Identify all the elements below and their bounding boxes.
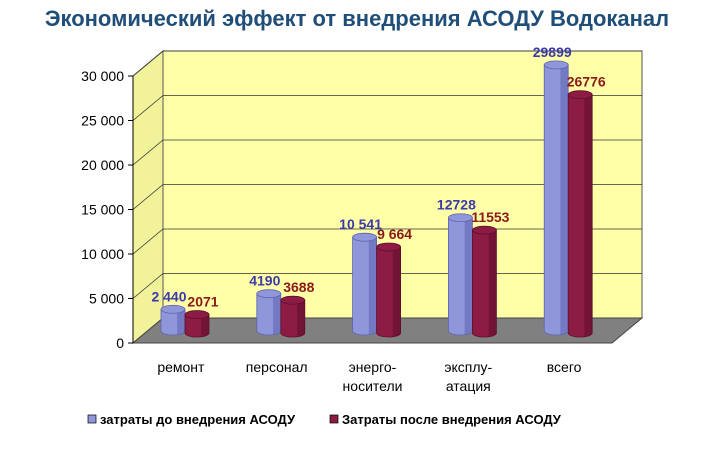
gridline-side: [132, 273, 164, 299]
bar-shade: [488, 230, 497, 337]
x-tick-label: атация: [446, 378, 491, 394]
bar-shade: [297, 300, 305, 337]
bar-before: [352, 232, 378, 336]
data-label: 11553: [471, 209, 509, 225]
chart-title: Экономический эффект от внедрения АСОДУ …: [44, 6, 670, 31]
legend-swatch-1: [87, 414, 97, 424]
y-tick-label: 5 000: [89, 291, 124, 307]
bar-top: [280, 295, 306, 305]
legend-label-2: Затраты после внедрения АСОДУ: [342, 412, 562, 427]
bar-shade: [584, 94, 593, 337]
y-tick-label: 0: [116, 335, 124, 351]
bar-top: [376, 242, 402, 252]
bar-shade: [368, 237, 377, 335]
bar-before: [160, 304, 186, 336]
x-tick-label: энерго-: [349, 359, 397, 375]
data-label: 9 664: [377, 226, 412, 242]
gridline-side: [132, 50, 164, 77]
bar-top: [567, 90, 593, 100]
gridline-side: [132, 139, 164, 166]
bar-after: [376, 242, 402, 338]
data-label: 2071: [187, 294, 218, 310]
x-tick-label: всего: [547, 359, 582, 375]
y-tick-label: 25 000: [81, 113, 124, 129]
bar-shade: [273, 293, 281, 335]
legend: затраты до внедрения АСОДУ Затраты после …: [87, 412, 562, 427]
data-label: 3688: [283, 279, 314, 295]
y-tick-label: 10 000: [81, 246, 124, 262]
x-tick-label: персонал: [246, 359, 308, 375]
legend-label-1: затраты до внедрения АСОДУ: [100, 412, 296, 427]
data-label: 12728: [437, 197, 476, 213]
bar-top: [256, 289, 282, 299]
bar-after: [567, 90, 593, 338]
bar-top: [471, 225, 497, 235]
x-tick-label: носители: [343, 378, 403, 394]
y-tick-label: 30 000: [81, 68, 124, 84]
bar-top: [352, 232, 378, 242]
bar-shade: [392, 246, 401, 337]
bar-after: [280, 295, 306, 338]
bar-after: [471, 225, 497, 338]
x-tick-label: ремонт: [157, 359, 205, 375]
y-axis: 0 5 000 10 000 15 000 20 000 25 000 30 000: [81, 68, 134, 351]
bar-shade: [177, 309, 185, 335]
gridline-side: [132, 95, 164, 121]
gridline-side: [132, 228, 164, 255]
data-label: 4190: [249, 273, 280, 289]
y-tick-label: 20 000: [81, 157, 124, 173]
bar-before: [256, 289, 282, 336]
bar-top: [184, 310, 210, 319]
bar-top: [543, 60, 569, 70]
y-tick-label: 15 000: [81, 202, 124, 218]
data-label: 26776: [567, 74, 606, 90]
bars: [160, 60, 593, 338]
bar-top: [447, 213, 473, 223]
bar-after: [184, 310, 210, 338]
bar-shade: [201, 314, 209, 337]
gridline-side: [132, 184, 164, 210]
bar-before: [543, 60, 569, 336]
data-label: 2 440: [151, 288, 186, 304]
bar-before: [447, 213, 473, 336]
data-label: 29899: [533, 44, 572, 60]
bar-top: [160, 304, 186, 314]
data-label: 10 541: [339, 216, 382, 232]
bar-shade: [464, 217, 473, 335]
x-tick-label: эксплу-: [444, 359, 492, 375]
legend-swatch-2: [329, 414, 339, 424]
bar-shade: [560, 64, 569, 335]
